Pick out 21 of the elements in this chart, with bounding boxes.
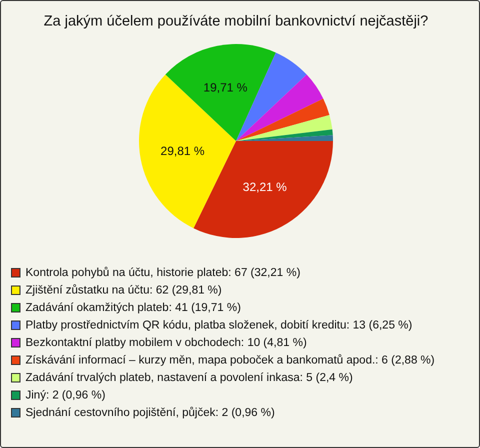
chart-title: Za jakým účelem používáte mobilní bankovnictví nejčastěji? [44, 14, 428, 30]
legend-label: Jiný: 2 (0,96 %) [26, 389, 106, 402]
pie-slice [165, 44, 276, 141]
legend-label: Platby prostřednictvím QR kódu, platba složenek, dobití kreditu: 13 (6,25 %) [26, 319, 412, 332]
data-label: 19,71 % [203, 80, 248, 95]
legend-label: Zjištění zůstatku na účtu: 62 (29,81 %) [26, 283, 222, 296]
pie-slice [236, 52, 307, 141]
data-label: 29,81 % [160, 144, 205, 158]
legend-label: Zadávání trvalých plateb, nastavení a povolení inkasa: 5 (2,4 %) [26, 372, 353, 384]
data-label: 32,21 % [242, 180, 288, 194]
legend-label: Sjednání cestovního pojištění, půjček: 2 (0,96 %) [26, 406, 275, 419]
legend-label: Kontrola pohybů na účtu, historie plateb: 67 (32,21 %) [26, 266, 301, 279]
legend-label: Zadávání okamžitých plateb: 41 (19,71 %) [26, 302, 242, 314]
pie-slice [236, 98, 330, 141]
legend-label: Bezkontaktní platby mobilem v obchodech: 10 (4,81 %) [26, 336, 307, 349]
pie-slice [194, 141, 333, 238]
pie-slice [236, 114, 332, 141]
pie-slice [236, 129, 333, 141]
pie-slice [236, 74, 324, 141]
pie-slice [139, 74, 236, 228]
legend-label: Získávání informací – kurzy měn, mapa poboček a bankomatů apod.: 6 (2,88 %) [26, 353, 435, 366]
